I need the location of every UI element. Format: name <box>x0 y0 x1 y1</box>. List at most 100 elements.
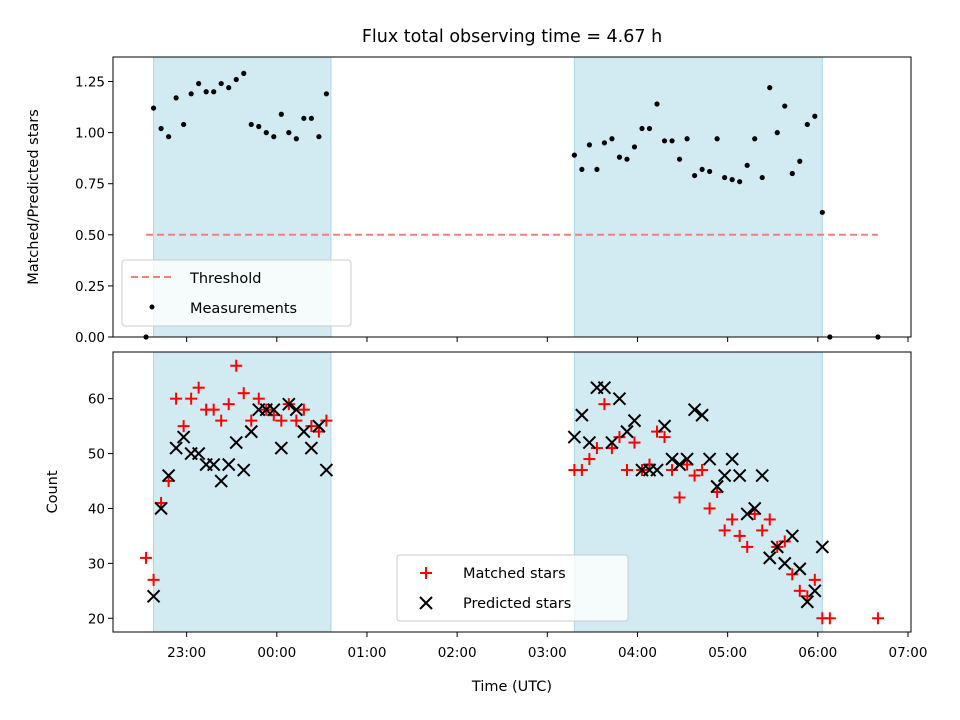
matched-star-point <box>177 420 190 433</box>
measurement-point <box>301 115 307 121</box>
predicted-star-point <box>206 457 221 472</box>
measurement-point <box>226 85 232 91</box>
bottom-axes-frame <box>112 351 912 633</box>
matched-star-point <box>155 496 168 509</box>
predicted-star-point <box>747 501 762 516</box>
measurement-point <box>150 105 157 111</box>
legend-predicted-swatch <box>419 596 433 610</box>
matched-star-point <box>162 475 175 488</box>
measurement-point <box>211 89 217 95</box>
matched-star-point <box>207 403 220 416</box>
predicted-star-point <box>597 380 612 395</box>
measurement-point <box>571 152 577 158</box>
top-legend-box <box>121 259 352 327</box>
matched-star-point <box>613 431 626 444</box>
bottom-y-axis-label: Count <box>45 470 61 513</box>
matched-star-point <box>688 469 701 482</box>
measurement-point <box>241 70 247 76</box>
measurement-point <box>812 113 818 119</box>
matched-star-point <box>192 381 205 394</box>
matched-star-point <box>620 464 633 477</box>
matched-star-point <box>583 453 596 466</box>
top-y-tick-label: 0.25 <box>75 279 105 295</box>
matched-star-point <box>696 464 709 477</box>
measurement-point <box>759 174 765 181</box>
predicted-star-point <box>800 595 815 609</box>
predicted-star-point <box>740 507 754 521</box>
measurement-point <box>699 166 705 173</box>
predicted-star-point <box>161 468 176 483</box>
x-tick-label: 06:00 <box>798 645 837 661</box>
predicted-star-point <box>717 468 732 483</box>
measurement-point <box>248 121 254 128</box>
predicted-star-point <box>605 435 619 450</box>
matched-star-point <box>681 458 694 471</box>
measurement-point <box>752 136 758 142</box>
measurement-point <box>789 170 795 177</box>
predicted-star-point <box>763 551 777 565</box>
matched-star-point <box>230 359 243 372</box>
predicted-star-point <box>665 452 679 466</box>
matched-stars-series <box>140 359 884 625</box>
bottom-y-tick-label: 40 <box>88 501 105 517</box>
count-panel: 20 30 40 50 60 23:00 00:00 01:00 02:00 03:00 04:0… <box>45 351 927 695</box>
matched-star-point <box>215 414 228 427</box>
measurement-point <box>166 134 172 140</box>
predicted-star-point <box>267 402 281 417</box>
measurement-point <box>316 134 322 140</box>
matched-star-point <box>801 590 814 603</box>
predicted-star-point <box>582 435 597 450</box>
top-shaded-spans <box>153 56 823 338</box>
x-axis-label: Time (UTC) <box>471 679 552 695</box>
chart-title: Flux total observing time = 4.67 h <box>362 27 662 47</box>
matched-star-point <box>643 458 656 471</box>
top-y-tick-label: 0.00 <box>75 330 105 346</box>
predicted-star-point <box>244 424 258 439</box>
measurement-point <box>188 91 194 97</box>
predicted-star-point <box>793 562 807 576</box>
measurement-point <box>586 142 592 148</box>
top-y-tick-label: 1.25 <box>75 75 105 91</box>
predicted-star-point <box>815 540 830 554</box>
x-tick-label: 05:00 <box>708 645 747 661</box>
bottom-legend: Matched stars Predicted stars <box>396 554 629 622</box>
predicted-star-point <box>732 468 747 483</box>
x-tick-label: 04:00 <box>618 645 657 661</box>
matched-star-point <box>147 573 160 586</box>
measurement-point <box>646 125 653 132</box>
matched-star-point <box>793 584 806 597</box>
matched-star-point <box>290 414 303 427</box>
measurement-point <box>797 158 803 164</box>
matched-star-point <box>222 398 235 411</box>
measurement-point <box>676 156 683 162</box>
legend-matched-swatch <box>420 567 432 579</box>
top-y-tick-label: 0.75 <box>75 177 105 193</box>
predicted-star-point <box>687 402 702 417</box>
legend-measurements-swatch <box>149 304 155 310</box>
matched-star-point <box>575 464 588 477</box>
top-legend: Threshold Measurements <box>121 259 352 327</box>
measurement-point <box>767 85 773 91</box>
legend-measurements-label: Measurements <box>190 301 297 317</box>
predicted-star-point <box>169 441 183 455</box>
matched-star-point <box>733 529 746 542</box>
predicted-star-point <box>222 457 236 472</box>
predicted-star-point <box>725 452 739 466</box>
matched-star-point <box>170 392 183 405</box>
matched-star-point <box>718 524 731 537</box>
bottom-x-ticks: 23:00 00:00 01:00 02:00 03:00 04:00 05:00 06:00… <box>167 632 927 661</box>
measurement-point <box>218 80 224 87</box>
predicted-star-point <box>304 441 319 455</box>
bottom-shaded-spans <box>153 351 823 633</box>
measurement-point <box>158 125 164 132</box>
measurement-point <box>639 125 645 132</box>
measurement-point <box>684 136 690 142</box>
predicted-star-point <box>672 457 687 472</box>
measurement-point <box>308 115 314 121</box>
bottom-y-tick-label: 20 <box>88 611 105 627</box>
measurement-point <box>601 140 608 146</box>
predicted-star-point <box>146 589 161 604</box>
predicted-star-point <box>755 468 769 483</box>
predicted-star-point <box>176 430 191 444</box>
